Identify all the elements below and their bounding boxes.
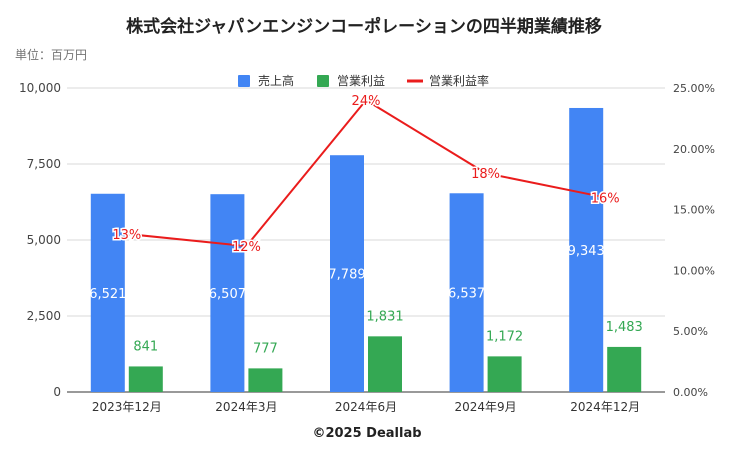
legend: 売上高 営業利益 営業利益率 [238,73,489,88]
data-label: 6,507 [209,287,246,302]
data-label: 841 [133,339,158,354]
y-right-tick-label: 15.00% [673,204,715,217]
line-data-label: 24% [352,94,381,109]
y-left-axis: 0 2,500 5,000 7,500 10,000 [19,81,61,399]
data-label: 9,343 [568,244,605,259]
line-series: 13% 12% 24% 18% 16% [111,93,621,257]
bar-売上高 [330,155,364,392]
y-right-axis: 0.00% 5.00% 10.00% 15.00% 20.00% 25.00% [673,82,715,399]
unit-label: 単位：百万円 [15,47,87,62]
series-line-営業利益率 [126,98,606,248]
bar-営業利益 [128,366,163,392]
data-label: 1,483 [606,320,643,335]
bar-売上高 [569,107,604,392]
legend-label: 営業利益率 [429,73,489,88]
y-right-tick-label: 5.00% [673,325,708,338]
data-label: 1,172 [486,329,523,344]
data-label: 6,521 [89,287,126,302]
line-data-label: 16% [591,191,620,206]
x-tick-label: 2024年3月 [215,400,277,414]
y-right-tick-label: 10.00% [673,264,715,277]
bars: 6,521 841 6,507 777 7,789 1,831 6,537 1,172 9,34… [89,107,643,392]
bar-売上高 [449,193,484,392]
bar-営業利益 [368,336,402,392]
x-tick-label: 2024年6月 [335,400,397,414]
footer-credit: ©2025 Deallab [312,426,421,441]
y-right-tick-label: 25.00% [673,82,715,95]
x-tick-label: 2024年12月 [570,400,640,414]
data-label: 1,831 [366,309,403,324]
y-left-tick-label: 0 [53,385,61,399]
bar-営業利益 [248,368,283,392]
x-axis: 2023年12月 2024年3月 2024年6月 2024年9月 2024年12月 [92,400,640,414]
bar-売上高 [210,194,245,392]
data-label: 6,537 [448,287,485,302]
data-label: 777 [253,341,278,356]
bar-営業利益 [487,356,522,392]
y-left-tick-label: 10,000 [19,81,61,95]
bar-営業利益 [607,346,642,392]
chart-title: 株式会社ジャパンエンジンコーポレーションの四半期業績推移 [126,16,602,37]
legend-swatch [238,75,250,87]
y-left-tick-label: 7,500 [27,157,61,171]
legend-label: 売上高 [258,73,294,88]
y-left-tick-label: 5,000 [27,233,61,247]
y-right-tick-label: 20.00% [673,143,715,156]
data-label: 7,789 [328,268,365,283]
line-data-label: 12% [232,240,261,255]
line-data-label: 13% [112,228,141,243]
legend-swatch [317,75,329,87]
x-tick-label: 2024年9月 [455,400,517,414]
x-tick-label: 2023年12月 [92,400,162,414]
gridlines [67,87,665,393]
bar-売上高 [90,193,125,392]
y-right-tick-label: 0.00% [673,386,708,399]
line-data-label: 18% [471,167,500,182]
y-left-tick-label: 2,500 [27,309,61,323]
legend-label: 営業利益 [337,74,385,88]
